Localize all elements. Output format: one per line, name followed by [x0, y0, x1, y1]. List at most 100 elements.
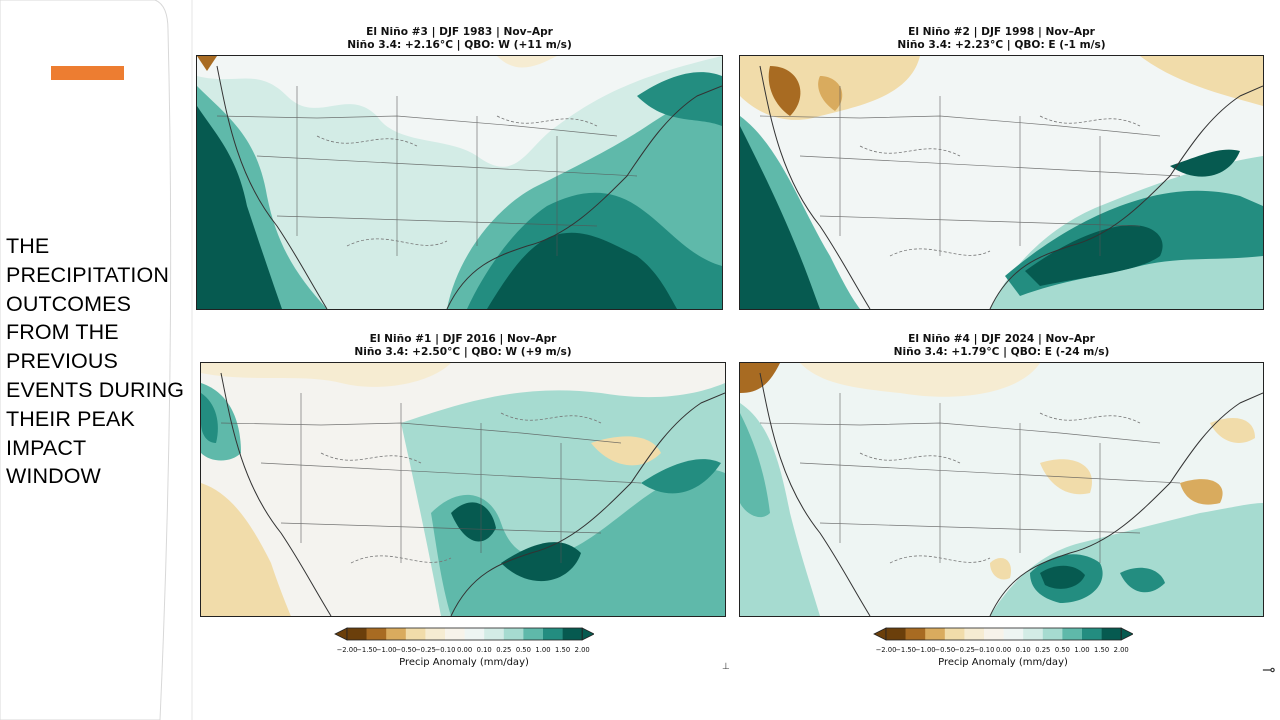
colorbar-swatch [484, 628, 505, 640]
colorbar-tick: 0.00 [457, 646, 473, 654]
colorbar-tick: 0.50 [515, 646, 531, 654]
panel-title: El Niño #3 | DJF 1983 | Nov–Apr Niño 3.4… [196, 26, 723, 51]
colorbar-swatch [386, 628, 407, 640]
colorbar-swatch [464, 628, 485, 640]
colorbar-swatch [984, 628, 1004, 640]
colorbar-swatch [925, 628, 946, 640]
tick-mark: ⊥ [722, 662, 730, 672]
colorbar-swatch [543, 628, 563, 640]
colorbar-label: Precip Anomaly (mm/day) [938, 657, 1068, 668]
colorbar-swatch [1101, 628, 1122, 640]
wave-icon: ⊸ [1262, 660, 1276, 679]
panel-title-line: El Niño #4 | DJF 2024 | Nov–Apr [908, 333, 1095, 345]
colorbar-swatch [886, 628, 906, 640]
colorbar-extend-high [581, 627, 594, 641]
slide-title: THE PRECIPITATION OUTCOMES FROM THE PREV… [6, 232, 192, 491]
precip-map [196, 55, 723, 310]
colorbar-left: −2.00 −1.50 −1.00 −0.50 −0.25 −0.10 0.00… [334, 627, 594, 672]
panel-title: El Niño #1 | DJF 2016 | Nov–Apr Niño 3.4… [200, 333, 726, 358]
colorbar-tick: −0.50 [395, 646, 417, 654]
title-line: FROM THE [6, 320, 119, 345]
precip-map [739, 55, 1264, 310]
slide-title-panel: THE PRECIPITATION OUTCOMES FROM THE PREV… [0, 0, 200, 720]
map-panel-1998: El Niño #2 | DJF 1998 | Nov–Apr Niño 3.4… [739, 26, 1264, 311]
precip-map [739, 362, 1264, 617]
precip-map [200, 362, 726, 617]
colorbar-swatch [523, 628, 544, 640]
colorbar-tick: 0.50 [1054, 646, 1070, 654]
colorbar-swatch [964, 628, 985, 640]
colorbar-tick: 1.00 [1074, 646, 1090, 654]
panel-subtitle-line: Niño 3.4: +2.16°C | QBO: W (+11 m/s) [347, 38, 572, 51]
colorbar-tick: 1.00 [535, 646, 551, 654]
title-line: THE [6, 234, 50, 258]
colorbar-label: Precip Anomaly (mm/day) [399, 657, 529, 668]
colorbar-swatch [1042, 628, 1063, 640]
title-line: EVENTS DURING [6, 377, 185, 402]
map-graphic [197, 56, 722, 309]
colorbar-swatches [334, 627, 594, 641]
colorbar-swatch [1062, 628, 1083, 640]
colorbar-tick: −0.10 [434, 646, 456, 654]
colorbar-tick: −0.25 [414, 646, 436, 654]
colorbar-extend-low [873, 627, 887, 641]
panel-title-line: El Niño #3 | DJF 1983 | Nov–Apr [366, 26, 553, 38]
colorbar-tick: −1.50 [895, 646, 917, 654]
map-panel-2016: El Niño #1 | DJF 2016 | Nov–Apr Niño 3.4… [200, 333, 726, 617]
colorbar-tick: −0.50 [934, 646, 956, 654]
colorbar-swatch [425, 628, 446, 640]
colorbar-tick: 0.10 [1015, 646, 1031, 654]
colorbar-extend-high [1120, 627, 1133, 641]
title-line: THEIR PEAK [6, 406, 135, 431]
colorbar-swatch [405, 628, 426, 640]
colorbar-frame [346, 627, 583, 641]
colorbar-tick: −1.00 [375, 646, 397, 654]
colorbar-tick: 0.10 [476, 646, 492, 654]
map-graphic [740, 56, 1263, 309]
title-line: PRECIPITATION [6, 262, 169, 287]
colorbar-tick: −0.10 [973, 646, 995, 654]
panel-title-line: El Niño #1 | DJF 2016 | Nov–Apr [369, 333, 557, 345]
decorative-curve [0, 0, 193, 720]
colorbar-tick: 0.25 [496, 646, 512, 654]
colorbar-swatch [347, 628, 367, 640]
colorbar-tick: 1.50 [1094, 646, 1110, 654]
colorbar-swatch [503, 628, 524, 640]
colorbar-swatch [1082, 628, 1102, 640]
colorbar-swatch [1023, 628, 1044, 640]
colorbar-swatch [366, 628, 387, 640]
map-panel-1983: El Niño #3 | DJF 1983 | Nov–Apr Niño 3.4… [196, 26, 723, 311]
map-graphic [740, 363, 1263, 616]
title-line: IMPACT [6, 435, 87, 460]
panel-subtitle-line: Niño 3.4: +1.79°C | QBO: E (-24 m/s) [893, 345, 1110, 358]
colorbar-tick: 1.50 [555, 646, 571, 654]
colorbar-swatch [905, 628, 926, 640]
colorbar-extend-low [334, 627, 348, 641]
title-line: PREVIOUS [6, 349, 118, 374]
colorbar-swatches [873, 627, 1133, 641]
colorbar-tick: −1.00 [914, 646, 936, 654]
accent-bar [51, 66, 124, 80]
map-panel-2024: El Niño #4 | DJF 2024 | Nov–Apr Niño 3.4… [739, 333, 1264, 617]
colorbar-ticks: −2.00 −1.50 −1.00 −0.50 −0.25 −0.10 0.00… [873, 646, 1133, 656]
colorbar-ticks: −2.00 −1.50 −1.00 −0.50 −0.25 −0.10 0.00… [334, 646, 594, 656]
colorbar-tick: −2.00 [875, 646, 897, 654]
panel-subtitle-line: Niño 3.4: +2.50°C | QBO: W (+9 m/s) [354, 345, 572, 358]
colorbar-swatch [1003, 628, 1024, 640]
colorbar-tick: −0.25 [953, 646, 975, 654]
map-graphic [201, 363, 725, 616]
colorbar-tick: 2.00 [574, 646, 590, 654]
colorbar-swatch [944, 628, 965, 640]
colorbar-tick: 2.00 [1113, 646, 1129, 654]
colorbar-right: −2.00 −1.50 −1.00 −0.50 −0.25 −0.10 0.00… [873, 627, 1133, 672]
panel-subtitle-line: Niño 3.4: +2.23°C | QBO: E (-1 m/s) [897, 38, 1106, 51]
colorbar-swatch [445, 628, 465, 640]
panel-title: El Niño #2 | DJF 1998 | Nov–Apr Niño 3.4… [739, 26, 1264, 51]
colorbar-swatch [562, 628, 583, 640]
panel-title-line: El Niño #2 | DJF 1998 | Nov–Apr [908, 26, 1095, 38]
colorbar-tick: 0.00 [996, 646, 1012, 654]
colorbar-tick: −2.00 [336, 646, 358, 654]
title-line: WINDOW [6, 464, 101, 489]
colorbar-tick: 0.25 [1035, 646, 1051, 654]
title-line: OUTCOMES [6, 291, 132, 316]
